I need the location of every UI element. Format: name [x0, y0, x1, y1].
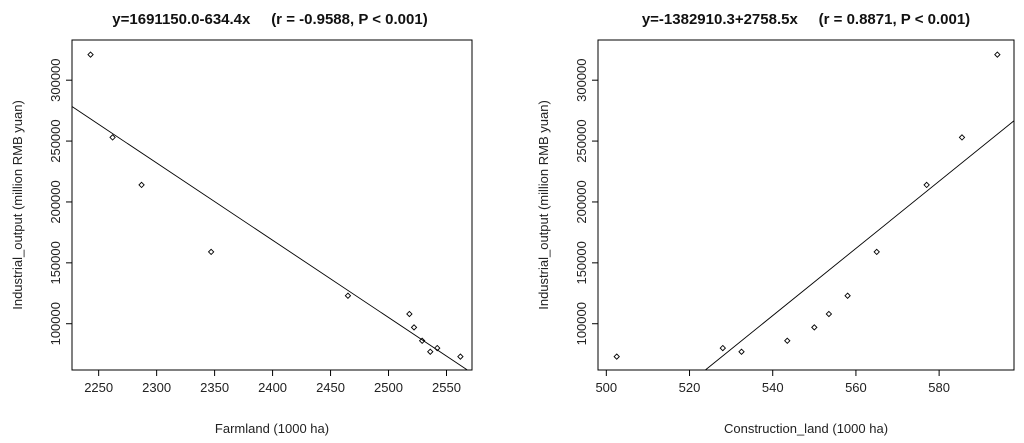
data-point — [138, 181, 145, 189]
data-point — [87, 51, 94, 58]
data-point — [410, 324, 418, 331]
regression-line — [71, 106, 468, 371]
right-plot-frame — [597, 39, 1015, 371]
data-point — [738, 348, 745, 355]
y-tick-label: 150000 — [48, 241, 63, 284]
right-x-axis-label: Construction_land (1000 ha) — [724, 421, 888, 436]
left-fit-line-group — [71, 106, 468, 371]
y-tick-label: 100000 — [48, 302, 63, 345]
y-tick-label: 200000 — [574, 180, 589, 223]
data-point — [923, 181, 930, 189]
y-tick-label: 250000 — [48, 119, 63, 162]
left-x-axis-label: Farmland (1000 ha) — [215, 421, 329, 436]
data-point — [873, 248, 880, 256]
left-y-axis-label: Industrial_output (million RMB yuan) — [10, 100, 25, 310]
data-point — [811, 324, 818, 331]
x-tick-label: 540 — [762, 380, 784, 395]
data-point — [418, 337, 426, 345]
data-point — [109, 134, 116, 141]
x-tick-label: 2550 — [432, 380, 461, 395]
data-point — [784, 337, 791, 345]
right-fit-line-group — [705, 120, 1015, 371]
y-tick-label: 300000 — [574, 58, 589, 101]
data-point — [427, 348, 434, 355]
x-tick-label: 560 — [845, 380, 867, 395]
right-plot: y=-1382910.3+2758.5x (r = 0.8871, P < 0.… — [536, 11, 1015, 436]
y-tick-label: 150000 — [574, 241, 589, 284]
y-tick-label: 200000 — [48, 180, 63, 223]
right-ticks: 500 520 540 560 580 100000 150000 200000 250000 3… — [574, 58, 950, 395]
data-point — [719, 344, 727, 352]
data-point — [457, 353, 464, 360]
data-point — [994, 51, 1001, 58]
left-plot: y=1691150.0-634.4x (r = -0.9588, P < 0.0… — [10, 11, 473, 436]
x-tick-label: 2500 — [374, 380, 403, 395]
regression-line — [705, 120, 1015, 371]
data-point — [844, 292, 851, 299]
x-tick-label: 2250 — [84, 380, 113, 395]
left-points — [87, 51, 464, 360]
x-tick-label: 2350 — [200, 380, 229, 395]
left-plot-frame — [71, 39, 473, 371]
x-tick-label: 520 — [679, 380, 701, 395]
data-point — [825, 310, 833, 318]
x-tick-label: 2400 — [258, 380, 287, 395]
left-ticks: 2250 2300 2350 2400 2450 2500 2550 100000 150000… — [48, 58, 461, 395]
left-plot-title: y=1691150.0-634.4x (r = -0.9588, P < 0.0… — [112, 11, 427, 28]
data-point — [207, 248, 215, 256]
data-point — [406, 310, 413, 318]
right-points — [613, 51, 1001, 360]
data-point — [344, 292, 352, 299]
x-tick-label: 580 — [928, 380, 950, 395]
y-tick-label: 300000 — [48, 58, 63, 101]
right-plot-title: y=-1382910.3+2758.5x (r = 0.8871, P < 0.… — [642, 11, 970, 28]
x-tick-label: 2450 — [316, 380, 345, 395]
y-tick-label: 100000 — [574, 302, 589, 345]
data-point — [613, 353, 620, 360]
right-y-axis-label: Industrial_output (million RMB yuan) — [536, 100, 551, 310]
x-tick-label: 500 — [595, 380, 617, 395]
y-tick-label: 250000 — [574, 119, 589, 162]
data-point — [433, 344, 441, 352]
x-tick-label: 2300 — [142, 380, 171, 395]
data-point — [958, 134, 966, 141]
